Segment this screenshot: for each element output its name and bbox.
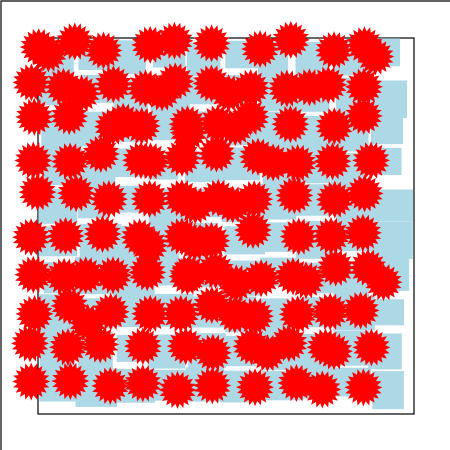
- starburst-shape: [128, 253, 167, 292]
- starburst-shape: [122, 107, 161, 145]
- starburst-shape: [275, 176, 314, 215]
- starburst-shape: [344, 67, 383, 106]
- starburst-shape: [364, 263, 403, 302]
- starburst-shape: [278, 295, 317, 334]
- starburst-shape: [11, 324, 49, 363]
- starburst-shape: [312, 217, 350, 255]
- starburst-shape: [192, 221, 231, 260]
- starburst-shape: [231, 97, 270, 136]
- starburst-shape: [311, 292, 350, 331]
- starburst-shape: [193, 366, 232, 405]
- starburst-shape: [81, 135, 120, 173]
- starburst-shape: [303, 370, 342, 409]
- starburst-shape: [269, 324, 308, 363]
- starburst-shape: [341, 291, 380, 330]
- starburst-shape: [66, 256, 105, 295]
- starburst-shape: [163, 138, 201, 177]
- starburst-shape: [49, 328, 87, 367]
- starburst-shape: [131, 294, 170, 333]
- starburst-shape: [55, 22, 94, 61]
- starburst-shape: [231, 69, 270, 108]
- starburst-shape: [356, 37, 395, 76]
- starburst-shape: [81, 325, 120, 364]
- starburst-shape: [131, 142, 170, 181]
- starburst-shape: [236, 368, 274, 407]
- starburst-shape: [94, 256, 132, 295]
- starburst-shape: [279, 217, 318, 256]
- starburst-shape: [57, 174, 96, 213]
- starburst-shape: [155, 21, 194, 60]
- starburst-shape: [197, 134, 236, 173]
- starburst-shape: [94, 65, 133, 104]
- starburst-shape: [345, 174, 384, 213]
- starburst-shape: [84, 31, 123, 70]
- starburst-shape: [313, 142, 352, 181]
- starburst-shape: [241, 30, 280, 68]
- starburst-shape: [158, 370, 197, 409]
- starburst-shape: [166, 327, 205, 366]
- starburst-shape: [352, 141, 391, 180]
- starburst-shape: [271, 105, 310, 144]
- starburst-shape: [315, 180, 354, 219]
- starburst-shape: [123, 327, 162, 366]
- starburst-shape: [89, 180, 128, 219]
- starburst-shape: [123, 364, 162, 403]
- starburst-shape: [18, 173, 57, 212]
- starburst-shape: [309, 65, 348, 104]
- starburst-shape: [29, 34, 68, 73]
- starburst-shape: [235, 180, 274, 219]
- starburst-shape: [130, 226, 169, 265]
- starburst-shape: [242, 259, 281, 298]
- starburst-shape: [50, 97, 89, 136]
- starburst-shape: [278, 144, 317, 182]
- starburst-shape: [51, 362, 90, 400]
- starburst-shape: [51, 142, 90, 181]
- starburst-shape: [254, 143, 293, 182]
- starburst-shape: [15, 294, 54, 333]
- starburst-shape: [91, 292, 130, 331]
- starburst-shape: [14, 141, 53, 180]
- starburst-shape: [14, 255, 53, 294]
- starburst-shape: [343, 213, 382, 252]
- starburst-shape: [287, 261, 325, 300]
- starburst-shape: [271, 20, 310, 59]
- starburst-shape: [192, 24, 231, 63]
- starburst-shape: [12, 218, 51, 257]
- starburst-shape: [12, 63, 51, 102]
- starburst-shape: [46, 217, 85, 255]
- starburst-shape: [315, 107, 354, 146]
- starburst-shape: [344, 368, 383, 407]
- star-layer: [11, 20, 403, 409]
- starburst-shape: [315, 332, 353, 371]
- starburst-shape: [12, 362, 51, 401]
- starburst-shape: [156, 62, 195, 101]
- starburst-shape: [15, 97, 54, 136]
- starburst-shape: [91, 366, 130, 405]
- starburst-shape: [352, 328, 391, 367]
- starburst-shape: [236, 297, 274, 336]
- starburst-shape: [130, 179, 169, 218]
- starburst-shape: [234, 211, 272, 249]
- starburst-shape: [161, 294, 200, 333]
- starburst-shape: [277, 364, 316, 402]
- starburst-shape: [315, 31, 353, 70]
- starburst-shape: [193, 333, 232, 372]
- starburst-shape: [170, 254, 209, 293]
- starburst-shape: [83, 215, 122, 253]
- starburst-shape: [169, 113, 208, 152]
- starburst-shape: [316, 248, 355, 287]
- starburst-shape: [344, 96, 383, 135]
